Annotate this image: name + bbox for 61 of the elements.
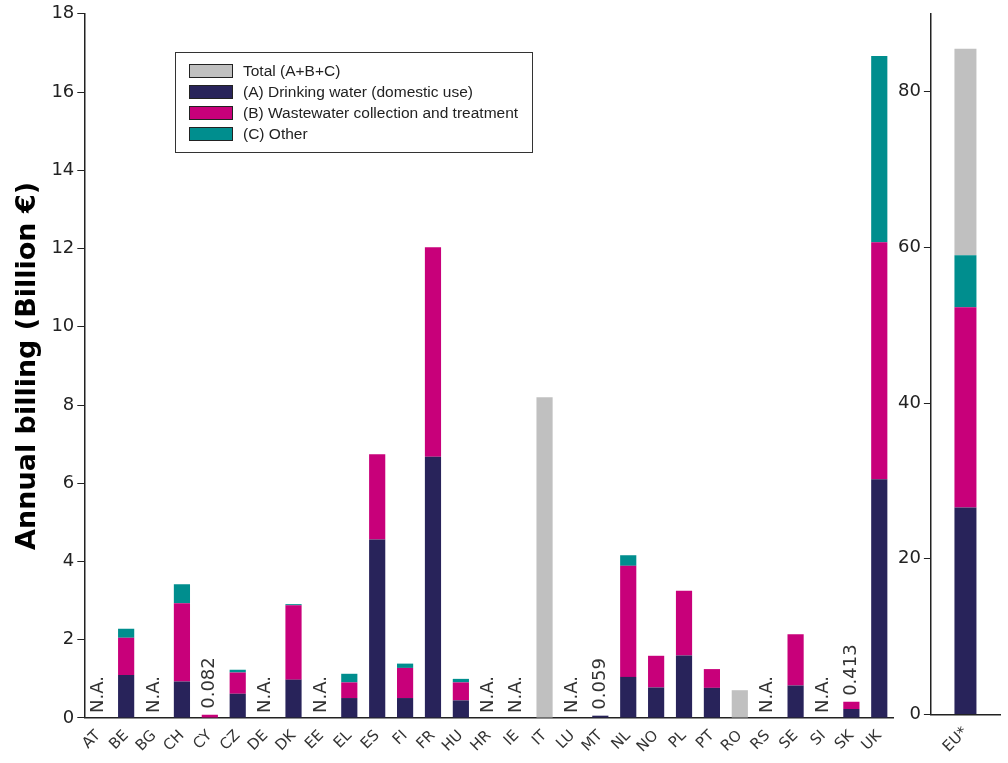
legend-label: (B) Wastewater collection and treatment [243,103,519,123]
y-tick-label: 8 [62,392,75,414]
text: N.A. [476,676,498,713]
y-tick-label: 4 [62,549,75,571]
x-tick-label: AT [78,725,105,752]
y-tick-label: 40 [898,390,921,412]
legend-label: (C) Other [243,124,308,144]
x-tick-label: NO [632,726,662,756]
x-tick-label: BE [105,726,132,753]
total-label: 0.059 [588,658,610,710]
x-tick-label: RS [746,726,774,754]
y-tick-label: 6 [62,470,75,492]
text: N.A. [811,676,833,713]
x-tick-label: SK [830,725,858,753]
x-tick-label: UK [857,725,886,754]
x-tick-label: EE [300,726,327,753]
y-tick-label: 16 [51,79,75,101]
x-tick-label: DK [271,725,300,755]
x-tick-label: EL [329,725,356,752]
text: N.A. [85,676,107,713]
x-tick-label: PL [664,725,691,752]
y-tick-label: 0 [62,705,75,727]
x-tick-label: SE [775,726,802,753]
x-tick-label: BG [131,726,160,755]
y-tick-label: 12 [51,236,75,258]
x-tick-label: NL [607,725,635,753]
x-tick-label: SI [806,726,830,749]
x-tick-label: RO [716,726,746,755]
text: N.A. [253,676,275,713]
y-tick-label: 80 [898,79,921,101]
legend-label: (A) Drinking water (domestic use) [243,82,473,102]
x-tick-label: PT [691,725,719,752]
y-tick-label: 60 [898,235,921,257]
x-tick-label: HR [466,726,495,755]
total-label: 0.082 [197,657,219,709]
y-tick-label: 2 [62,627,75,649]
x-tick-label: MT [577,725,607,755]
x-tick-label: HU [437,726,467,755]
y-axis-title: Annual billing (Billion €) [10,181,42,550]
x-tick-label: CY [188,725,216,753]
x-tick-label: FI [388,726,411,749]
x-tick-label: IT [527,725,551,749]
y-tick-label: 0 [909,702,921,724]
text: N.A. [755,676,777,713]
y-tick-label: 10 [51,314,75,336]
x-tick-label: CZ [215,726,244,754]
x-tick-label: FR [412,726,439,753]
text: N.A. [309,676,331,713]
x-tick-label: CH [159,726,188,755]
x-tick-label: IE [499,726,523,749]
total-label: 0.413 [839,644,861,696]
x-tick-label: LU [552,726,579,753]
y-tick-label: 20 [898,546,921,568]
x-tick-label: ES [356,726,383,753]
text: N.A. [141,676,163,713]
x-tick-label: DE [243,726,272,754]
text: N.A. [560,676,582,713]
y-tick-label: 18 [51,1,75,23]
legend-label: Total (A+B+C) [243,61,341,81]
text: N.A. [504,676,526,713]
y-tick-label: 14 [51,157,75,179]
